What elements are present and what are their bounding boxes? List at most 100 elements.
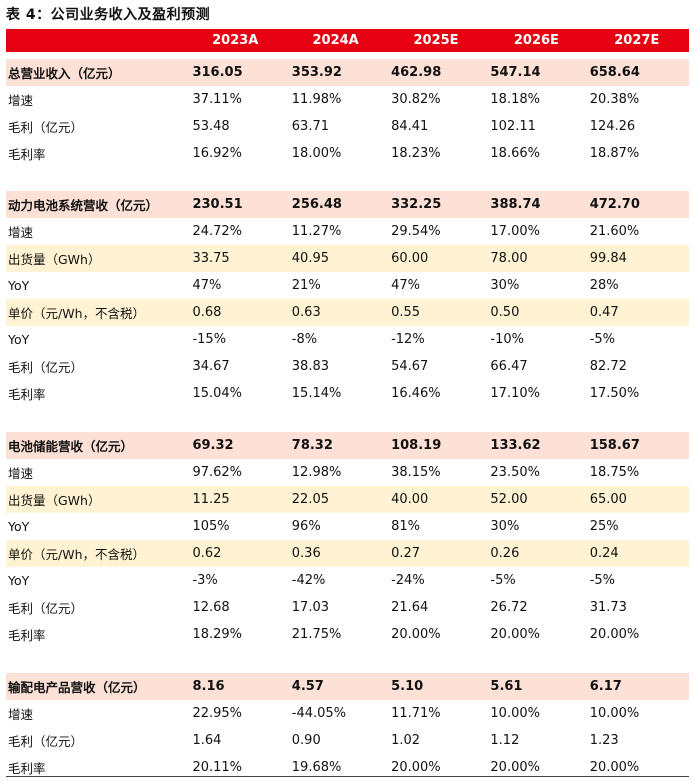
table-cell: 124.26 xyxy=(589,119,636,134)
row-label: 毛利率 xyxy=(8,628,46,643)
table-cell: 18.18% xyxy=(490,92,540,107)
table-row: 毛利（亿元） 12.68 17.03 21.64 26.72 31.73 xyxy=(6,594,689,621)
table-cell: 30.82% xyxy=(391,92,441,107)
table-row: 毛利（亿元） 34.67 38.83 54.67 66.47 82.72 xyxy=(6,353,689,380)
table-row: 电池储能营收（亿元） 69.32 78.32 108.19 133.62 158.67 xyxy=(6,432,689,459)
table-cell: 78.32 xyxy=(291,438,333,453)
table-cell: 47% xyxy=(391,278,420,293)
section-gap xyxy=(6,407,689,432)
table-cell: 12.98% xyxy=(291,465,342,480)
table-cell: -5% xyxy=(490,573,516,588)
table-cell: 0.63 xyxy=(291,305,321,320)
table-cell: 18.87% xyxy=(589,145,640,161)
table-cell: 63.71 xyxy=(291,119,329,134)
table-cell: 472.70 xyxy=(589,197,640,212)
section-gap xyxy=(6,166,689,191)
forecast-table: 2023A 2024A 2025E 2026E 2027E 总营业收入（亿元） 3… xyxy=(6,29,689,781)
row-label: 出货量（GWh） xyxy=(8,493,101,508)
table-cell: 26.72 xyxy=(490,600,528,615)
table-cell: 0.62 xyxy=(192,546,222,561)
table-cell: 20.11% xyxy=(192,760,243,775)
table-cell: 69.32 xyxy=(192,438,234,453)
table-cell: 0.68 xyxy=(192,305,222,320)
table-cell: 21.60% xyxy=(589,224,640,239)
table-row: 毛利（亿元） 53.48 63.71 84.41 102.11 124.26 xyxy=(6,113,689,140)
table-cell: 47% xyxy=(192,278,222,293)
table-cell: -15% xyxy=(192,332,227,347)
table-cell: 1.12 xyxy=(490,733,520,748)
table-cell: 66.47 xyxy=(490,359,528,374)
table-cell: 40.95 xyxy=(291,251,329,266)
table-cell: 230.51 xyxy=(192,197,243,212)
section-gap xyxy=(6,648,689,673)
table-cell: 20.38% xyxy=(589,92,640,107)
table-cell: 18.75% xyxy=(589,465,640,480)
table-cell: 353.92 xyxy=(291,65,342,80)
row-label: 毛利（亿元） xyxy=(8,601,84,616)
table-row: 毛利率 20.11% 19.68% 20.00% 20.00% 20.00% xyxy=(6,754,689,781)
table-cell: 20.00% xyxy=(391,760,441,775)
row-label: YoY xyxy=(8,573,30,588)
header-year: 2026E xyxy=(513,33,559,48)
row-label: 动力电池系统营收（亿元） xyxy=(8,198,159,213)
table-cell: 0.27 xyxy=(391,546,421,561)
table-cell: 17.03 xyxy=(291,600,329,615)
row-label: 增速 xyxy=(8,466,34,481)
table-cell: 21.64 xyxy=(391,600,429,615)
row-label: 增速 xyxy=(8,707,34,722)
table-cell: 12.68 xyxy=(192,600,230,615)
table-cell: -12% xyxy=(391,332,425,347)
table-row: 单价（元/Wh，不含税） 0.68 0.63 0.55 0.50 0.47 xyxy=(6,299,689,326)
row-label: 总营业收入（亿元） xyxy=(8,66,121,81)
table-cell: 0.36 xyxy=(291,546,321,561)
table-cell: 78.00 xyxy=(490,251,528,266)
row-label: YoY xyxy=(8,278,30,293)
table-row: 出货量（GWh） 11.25 22.05 40.00 52.00 65.00 xyxy=(6,486,689,513)
table-cell: 462.98 xyxy=(391,65,442,80)
table-cell: 10.00% xyxy=(589,706,640,721)
table-row: 输配电产品营收（亿元） 8.16 4.57 5.10 5.61 6.17 xyxy=(6,673,689,700)
table-row: 毛利（亿元） 1.64 0.90 1.02 1.12 1.23 xyxy=(6,727,689,754)
table-cell: 158.67 xyxy=(589,438,640,453)
table-cell: 65.00 xyxy=(589,492,627,507)
row-label: 毛利（亿元） xyxy=(8,734,84,749)
table-cell: 38.15% xyxy=(391,465,441,480)
table-cell: 25% xyxy=(589,519,619,534)
table-cell: -3% xyxy=(192,573,218,588)
table-body: 总营业收入（亿元） 316.05 353.92 462.98 547.14 658.64 增… xyxy=(6,52,689,781)
row-label: YoY xyxy=(8,519,30,534)
table-cell: 1.02 xyxy=(391,733,421,748)
table-cell: -10% xyxy=(490,332,524,347)
table-cell: 388.74 xyxy=(490,197,541,212)
header-year: 2024A xyxy=(312,33,359,48)
table-cell: 0.26 xyxy=(490,546,520,561)
row-label: 毛利率 xyxy=(8,146,46,162)
table-cell: 547.14 xyxy=(490,65,541,80)
table-cell: 17.10% xyxy=(490,386,540,401)
table-cell: 0.24 xyxy=(589,546,619,561)
table-cell: 20.00% xyxy=(490,627,540,642)
row-label: 毛利率 xyxy=(8,387,46,402)
table-cell: -5% xyxy=(589,332,616,347)
table-cell: 21% xyxy=(291,278,321,293)
table-cell: 105% xyxy=(192,519,230,534)
row-label: YoY xyxy=(8,332,30,347)
table-header-row: 2023A 2024A 2025E 2026E 2027E xyxy=(6,29,689,52)
table-row: YoY 47% 21% 47% 30% 28% xyxy=(6,272,689,299)
table-cell: 11.71% xyxy=(391,706,441,721)
table-cell: 17.50% xyxy=(589,386,640,401)
table-cell: 256.48 xyxy=(291,197,342,212)
table-cell: 11.25 xyxy=(192,492,230,507)
table-row: YoY 105% 96% 81% 30% 25% xyxy=(6,513,689,540)
table-cell: 0.90 xyxy=(291,733,321,748)
table-row: 毛利率 16.92% 18.00% 18.23% 18.66% 18.87% xyxy=(6,140,689,166)
table-cell: 18.29% xyxy=(192,627,243,642)
table-cell: 4.57 xyxy=(291,679,324,694)
table-cell: 34.67 xyxy=(192,359,230,374)
table-cell: 20.00% xyxy=(589,760,640,775)
row-label: 单价（元/Wh，不含税） xyxy=(8,306,145,321)
table-cell: 0.47 xyxy=(589,305,619,320)
table-cell: 52.00 xyxy=(490,492,528,507)
table-cell: 82.72 xyxy=(589,359,627,374)
table-caption: 表 4：公司业务收入及盈利预测 xyxy=(6,7,211,23)
